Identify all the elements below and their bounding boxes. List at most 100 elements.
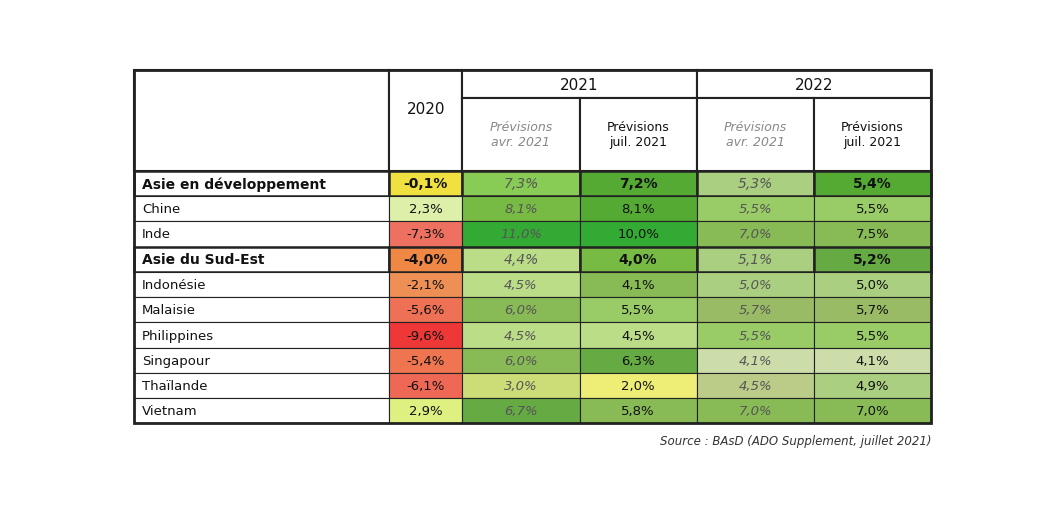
Bar (462, 399, 580, 423)
Text: 2020: 2020 (406, 102, 445, 117)
Text: 7,3%: 7,3% (503, 177, 538, 191)
Text: 5,5%: 5,5% (739, 203, 772, 216)
Text: 4,4%: 4,4% (503, 252, 538, 267)
Bar (462, 222, 580, 247)
Text: 10,0%: 10,0% (617, 228, 659, 241)
Bar (580, 348, 697, 373)
Text: 8,1%: 8,1% (504, 203, 538, 216)
Bar (134, 373, 389, 399)
Text: 4,1%: 4,1% (856, 354, 889, 367)
Bar (697, 272, 814, 298)
Bar (134, 298, 389, 323)
Bar (389, 298, 462, 323)
Bar (389, 196, 462, 222)
Bar (134, 247, 389, 272)
Bar (389, 399, 462, 423)
Bar (697, 172, 814, 196)
Bar (814, 298, 931, 323)
Bar (697, 196, 814, 222)
Text: Prévisions
juil. 2021: Prévisions juil. 2021 (842, 121, 904, 149)
Bar (814, 272, 931, 298)
Bar (389, 71, 462, 172)
Text: Prévisions
avr. 2021: Prévisions avr. 2021 (724, 121, 787, 149)
Text: -9,6%: -9,6% (406, 329, 445, 342)
Text: 3,0%: 3,0% (504, 379, 538, 392)
Text: 2021: 2021 (560, 77, 598, 93)
Text: Prévisions
avr. 2021: Prévisions avr. 2021 (489, 121, 553, 149)
Text: 7,0%: 7,0% (739, 405, 772, 417)
Text: Indonésie: Indonésie (142, 278, 207, 291)
Text: -4,0%: -4,0% (403, 252, 448, 267)
Bar (697, 298, 814, 323)
Bar (814, 247, 931, 272)
Bar (580, 99, 697, 172)
Text: 4,1%: 4,1% (739, 354, 772, 367)
Text: 5,5%: 5,5% (855, 203, 889, 216)
Bar (697, 71, 931, 99)
Text: 4,9%: 4,9% (856, 379, 889, 392)
Bar (697, 222, 814, 247)
Bar (134, 222, 389, 247)
Bar (580, 196, 697, 222)
Text: Asie du Sud-Est: Asie du Sud-Est (142, 252, 265, 267)
Text: Singapour: Singapour (142, 354, 210, 367)
Bar (697, 99, 814, 172)
Bar (814, 99, 931, 172)
Text: Asie en développement: Asie en développement (142, 177, 326, 191)
Bar (389, 348, 462, 373)
Bar (389, 272, 462, 298)
Text: 6,3%: 6,3% (621, 354, 655, 367)
Bar (462, 272, 580, 298)
Text: 7,5%: 7,5% (855, 228, 889, 241)
Text: 5,0%: 5,0% (856, 278, 889, 291)
Bar (389, 172, 462, 196)
Bar (134, 172, 389, 196)
Bar (462, 172, 580, 196)
Bar (134, 71, 389, 172)
Bar (134, 323, 389, 348)
Bar (580, 399, 697, 423)
Bar (697, 373, 814, 399)
Bar (389, 247, 462, 272)
Text: -5,4%: -5,4% (406, 354, 445, 367)
Text: 5,2%: 5,2% (853, 252, 891, 267)
Text: 2,9%: 2,9% (409, 405, 443, 417)
Bar (697, 323, 814, 348)
Text: 5,7%: 5,7% (739, 304, 772, 317)
Text: 6,7%: 6,7% (504, 405, 538, 417)
Bar (462, 323, 580, 348)
Bar (580, 247, 697, 272)
Text: 5,5%: 5,5% (621, 304, 655, 317)
Bar (814, 172, 931, 196)
Text: 6,0%: 6,0% (504, 354, 538, 367)
Text: 7,0%: 7,0% (856, 405, 889, 417)
Text: 5,5%: 5,5% (855, 329, 889, 342)
Text: 4,1%: 4,1% (621, 278, 655, 291)
Text: 2022: 2022 (795, 77, 833, 93)
Text: -0,1%: -0,1% (403, 177, 448, 191)
Text: 5,1%: 5,1% (738, 252, 773, 267)
Text: 4,5%: 4,5% (504, 278, 538, 291)
Bar (580, 172, 697, 196)
Text: 5,7%: 5,7% (855, 304, 889, 317)
Text: 6,0%: 6,0% (504, 304, 538, 317)
Bar (580, 298, 697, 323)
Bar (389, 222, 462, 247)
Bar (580, 373, 697, 399)
Text: 5,8%: 5,8% (621, 405, 655, 417)
Text: Prévisions
juil. 2021: Prévisions juil. 2021 (607, 121, 669, 149)
Bar (462, 298, 580, 323)
Text: 4,0%: 4,0% (619, 252, 658, 267)
Bar (814, 373, 931, 399)
Text: -5,6%: -5,6% (406, 304, 445, 317)
Bar (814, 323, 931, 348)
Bar (389, 373, 462, 399)
Text: 5,5%: 5,5% (739, 329, 772, 342)
Bar (580, 222, 697, 247)
Text: 4,5%: 4,5% (504, 329, 538, 342)
Text: 5,0%: 5,0% (739, 278, 772, 291)
Bar (462, 71, 697, 99)
Bar (462, 373, 580, 399)
Text: Chine: Chine (142, 203, 180, 216)
Text: 8,1%: 8,1% (621, 203, 655, 216)
